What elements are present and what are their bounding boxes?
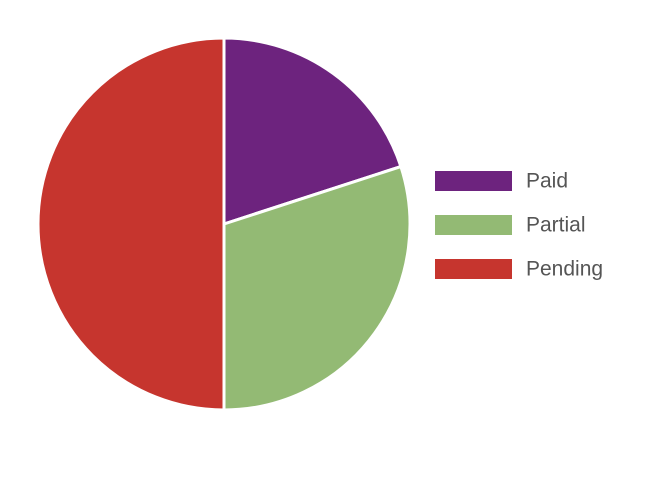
pie-slices <box>36 36 412 412</box>
legend-swatch-pending <box>435 259 512 279</box>
legend: Paid Partial Pending <box>435 170 603 281</box>
legend-swatch-paid <box>435 171 512 191</box>
legend-swatch-partial <box>435 215 512 235</box>
pie-slice-paid <box>222 36 403 226</box>
legend-label-partial: Partial <box>526 214 586 237</box>
pie-slice-partial <box>222 165 412 412</box>
legend-label-pending: Pending <box>526 258 603 281</box>
pie-slice-pending <box>36 36 226 412</box>
legend-label-paid: Paid <box>526 170 568 193</box>
